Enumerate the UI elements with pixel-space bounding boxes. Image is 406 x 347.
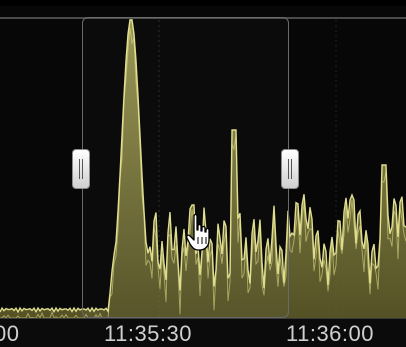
time-tick-label: 00 [0, 321, 20, 346]
time-tick-label: 11:36:00 [286, 321, 375, 346]
top-bar [0, 0, 406, 6]
time-axis [0, 318, 406, 347]
selection-end-handle[interactable] [281, 149, 299, 189]
selection-range[interactable] [82, 17, 289, 318]
waveform-fill [0, 19, 406, 319]
time-axis-line [0, 318, 406, 319]
grip-icon [288, 159, 292, 179]
grip-icon [79, 159, 83, 179]
time-tick-label: 11:35:30 [104, 321, 193, 346]
hand-pointer-icon [186, 213, 210, 251]
selection-start-handle[interactable] [72, 149, 90, 189]
timeline-top-border [0, 17, 406, 19]
